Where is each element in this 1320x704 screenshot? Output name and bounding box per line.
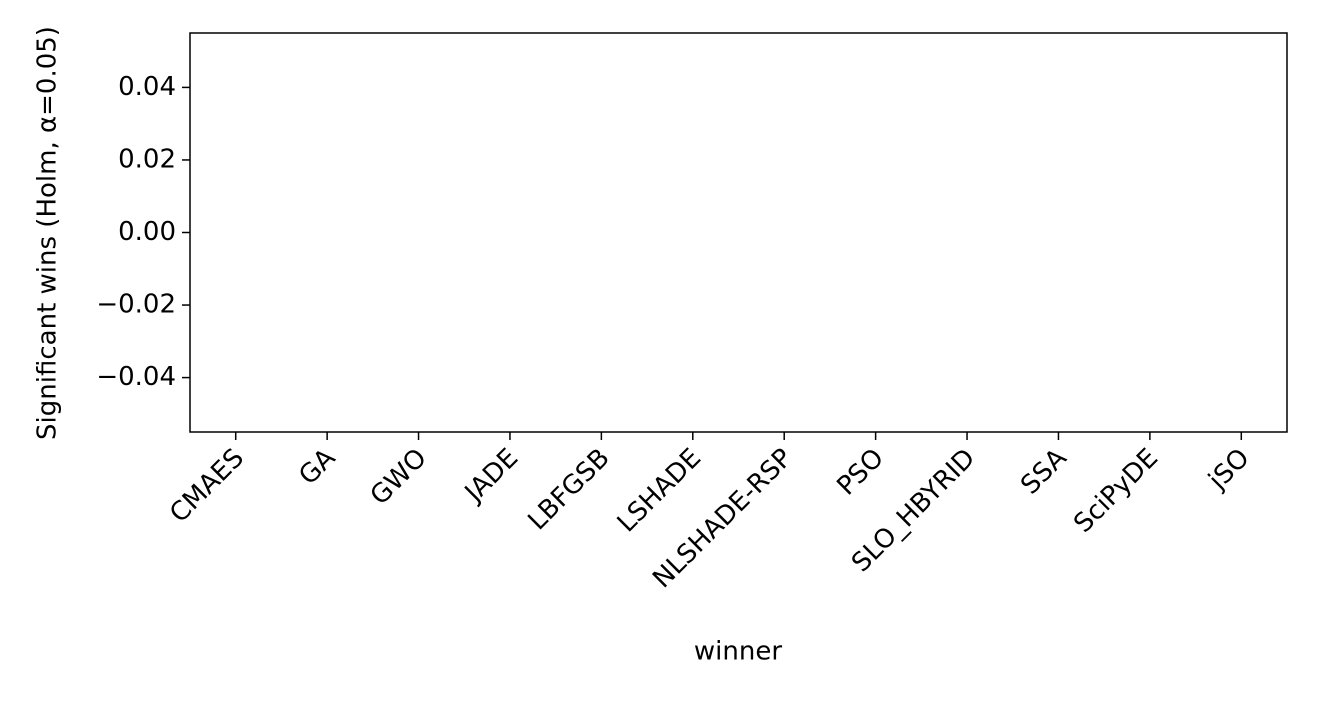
x-tick-label: SciPyDE	[1068, 443, 1164, 539]
y-axis-label: Significant wins (Holm, α=0.05)	[33, 26, 63, 440]
y-tick-label: 0.02	[118, 144, 176, 174]
x-tick-label: GA	[293, 443, 341, 491]
x-axis-label: winner	[694, 637, 782, 667]
x-tick-label: GWO	[365, 443, 433, 511]
x-tick-label: LSHADE	[612, 443, 707, 538]
x-tick-label: SSA	[1015, 443, 1073, 501]
y-tick-label: 0.00	[118, 217, 176, 247]
y-tick-label: −0.04	[96, 362, 176, 392]
y-tick-label: 0.04	[118, 72, 176, 102]
x-tick-label: jSO	[1202, 443, 1255, 496]
x-tick-label: LBFGSB	[522, 443, 615, 536]
x-tick-label: PSO	[831, 443, 889, 501]
x-tick-label: CMAES	[164, 443, 250, 529]
plot-frame	[189, 32, 1288, 433]
y-tick-label: −0.02	[96, 290, 176, 320]
x-tick-label: JADE	[458, 443, 524, 509]
